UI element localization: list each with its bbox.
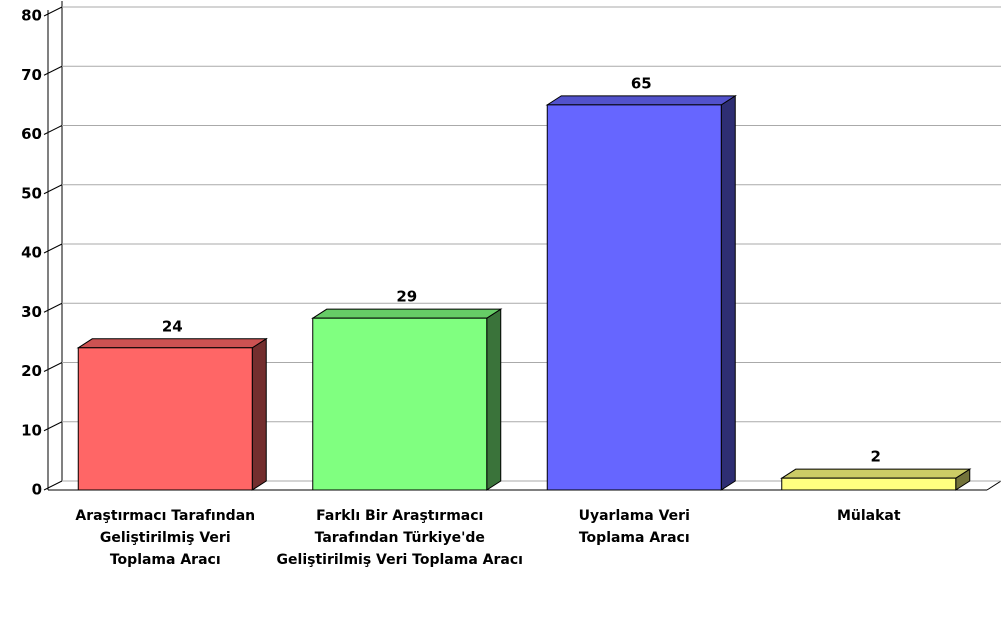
y-tick-label: 70	[21, 66, 42, 84]
tick-mark	[43, 125, 63, 135]
tick-mark	[43, 480, 63, 491]
y-tick-label: 60	[21, 125, 42, 143]
tick-mark	[43, 421, 63, 432]
y-tick-label: 0	[32, 481, 42, 499]
value-label: 24	[162, 317, 183, 335]
tick-mark	[43, 362, 63, 372]
bar	[781, 477, 957, 491]
x-tick-label: Farklı Bir Araştırmacı Tarafından Türkiy…	[276, 508, 523, 568]
y-tick-label: 50	[21, 184, 42, 202]
value-label: 2	[871, 448, 881, 466]
tick-mark	[43, 302, 63, 313]
x-tick-label: Araştırmacı Tarafından Geliştirilmiş Ver…	[75, 508, 256, 568]
y-tick-label: 40	[21, 244, 42, 262]
bar-top	[545, 95, 737, 106]
tick-mark	[43, 184, 63, 195]
bar	[546, 104, 722, 491]
y-tick-label: 30	[21, 303, 42, 321]
bar-side	[720, 94, 736, 491]
bar-top	[780, 468, 972, 479]
tick-mark	[43, 65, 63, 76]
bar-side	[486, 308, 502, 491]
floor-edge	[986, 480, 1001, 491]
x-tick-label: Uyarlama Veri Toplama Aracı	[578, 508, 690, 546]
bar-top	[311, 308, 503, 319]
value-label: 65	[631, 74, 652, 92]
y-tick-label: 20	[21, 362, 42, 380]
tick-mark	[43, 243, 63, 254]
bar	[77, 347, 253, 491]
bar	[312, 317, 488, 491]
y-tick-label: 10	[21, 421, 42, 439]
value-label: 29	[396, 288, 417, 306]
x-tick-label: Mülakat	[836, 508, 901, 524]
bar-side	[251, 337, 267, 491]
y-tick-label: 80	[21, 7, 42, 25]
bar-top	[76, 338, 268, 349]
tick-mark	[43, 6, 63, 17]
